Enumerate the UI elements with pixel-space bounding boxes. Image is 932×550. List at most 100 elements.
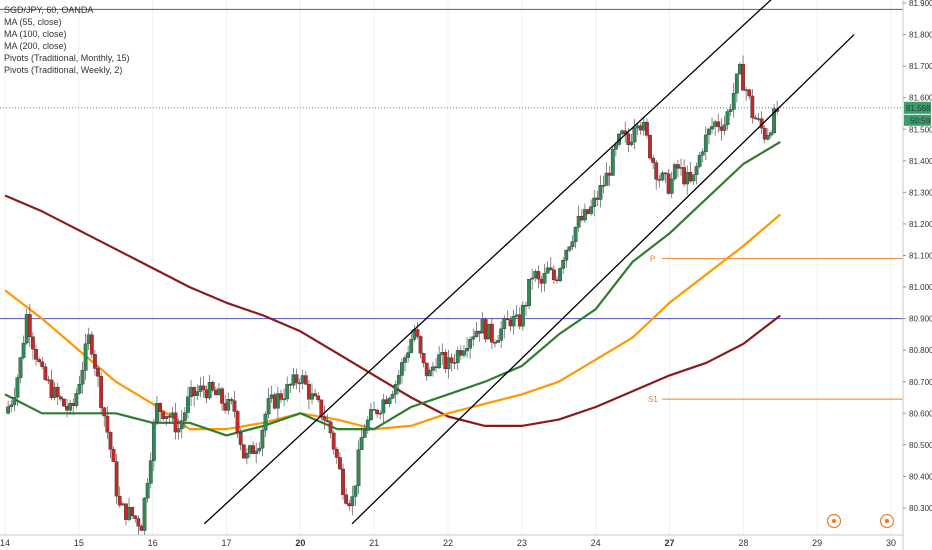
- candle-body-down: [539, 278, 544, 284]
- candle: [648, 134, 652, 161]
- candle-body-up: [148, 460, 153, 484]
- candle: [232, 390, 237, 418]
- candle-body-up: [291, 374, 296, 386]
- candle: [679, 158, 683, 176]
- candle: [275, 387, 280, 419]
- candle-body-up: [403, 357, 407, 363]
- candle: [362, 423, 367, 439]
- candle-body-up: [713, 121, 718, 127]
- candle-body-down: [294, 374, 299, 384]
- candle-body-down: [27, 314, 32, 337]
- candle-body-up: [24, 314, 29, 344]
- candle: [458, 345, 463, 360]
- candle: [744, 86, 749, 101]
- candle-body-up: [728, 109, 733, 112]
- candle-body-down: [651, 157, 656, 163]
- candle: [300, 369, 305, 390]
- x-tick-label: 28: [738, 538, 748, 548]
- candle-body-down: [58, 396, 63, 400]
- y-tick-label: 81.800: [909, 31, 932, 40]
- candle-body-up: [431, 366, 435, 371]
- candle: [257, 442, 262, 455]
- candle-body-up: [772, 108, 776, 134]
- y-tick-label: 81.200: [909, 220, 932, 229]
- candle-body-down: [229, 399, 234, 401]
- candle-body-up: [257, 447, 262, 452]
- candle: [306, 380, 311, 410]
- candle-body-down: [161, 411, 166, 419]
- y-tick-label: 81.400: [909, 157, 932, 166]
- candle-body-up: [598, 185, 603, 200]
- candle-body-up: [592, 197, 597, 207]
- candle: [217, 383, 221, 396]
- candle-body-down: [213, 389, 218, 396]
- candle-body-up: [672, 164, 677, 180]
- legend-pivots-weekly[interactable]: Pivots (Traditional, Weekly, 2): [4, 65, 123, 75]
- y-tick-label: 81.600: [909, 94, 932, 103]
- legend-pivots-monthly[interactable]: Pivots (Traditional, Monthly, 15): [4, 53, 130, 63]
- candle: [694, 162, 699, 185]
- candle-body-down: [505, 318, 510, 321]
- candle: [443, 348, 448, 374]
- candle-body-down: [192, 387, 197, 396]
- candle-body-up: [263, 413, 268, 431]
- candle: [139, 524, 144, 531]
- candle-body-down: [750, 95, 755, 118]
- candle: [452, 353, 457, 370]
- candle-body-up: [170, 412, 175, 418]
- candle: [421, 352, 426, 368]
- event-marker-icon[interactable]: [826, 513, 842, 529]
- candle: [158, 402, 162, 422]
- candle: [220, 386, 224, 411]
- candle: [9, 400, 14, 413]
- candle: [586, 208, 590, 215]
- candle-body-up: [440, 352, 445, 355]
- candle: [582, 203, 587, 223]
- candle-body-down: [136, 518, 141, 527]
- candle-body-down: [238, 432, 243, 445]
- candle: [260, 427, 265, 457]
- candle: [269, 385, 274, 403]
- candle: [592, 190, 597, 217]
- candle-body-up: [406, 352, 411, 358]
- event-marker-icon[interactable]: [879, 513, 895, 529]
- candle: [480, 312, 485, 334]
- candle-body-down: [130, 507, 135, 517]
- legend-ma55[interactable]: MA (55, close): [4, 17, 62, 27]
- candle-body-up: [437, 354, 442, 369]
- candle-body-down: [762, 127, 767, 140]
- candle-body-down: [105, 415, 110, 433]
- candle: [499, 320, 504, 349]
- candle: [496, 334, 500, 343]
- candle-body-down: [477, 330, 482, 334]
- candle: [378, 410, 383, 420]
- candle: [676, 159, 680, 178]
- y-tick-label: 80.500: [909, 441, 932, 450]
- candle-body-up: [589, 206, 593, 214]
- candle: [114, 453, 119, 504]
- candle-body-up: [142, 497, 147, 531]
- candle-body-up: [613, 144, 618, 150]
- candle: [142, 497, 147, 535]
- candle: [471, 328, 476, 347]
- candle: [629, 133, 634, 147]
- candle: [369, 402, 373, 422]
- candle-body-down: [204, 389, 209, 399]
- candle-body-up: [635, 125, 640, 129]
- legend-symbol[interactable]: SGD/JPY, 60, OANDA: [4, 5, 94, 15]
- candle: [607, 165, 612, 187]
- candle: [545, 261, 550, 274]
- event-marker-dot: [831, 518, 837, 524]
- candle-body-up: [310, 393, 314, 400]
- candle-body-up: [80, 370, 85, 385]
- legend-ma100[interactable]: MA (100, close): [4, 29, 67, 39]
- candle: [18, 356, 23, 384]
- candle-body-down: [34, 349, 38, 360]
- x-tick-label: 17: [221, 538, 231, 548]
- legend-ma200[interactable]: MA (200, close): [4, 41, 67, 51]
- x-tick-label: 21: [369, 538, 379, 548]
- candle: [102, 406, 107, 427]
- candle-body-up: [244, 453, 249, 459]
